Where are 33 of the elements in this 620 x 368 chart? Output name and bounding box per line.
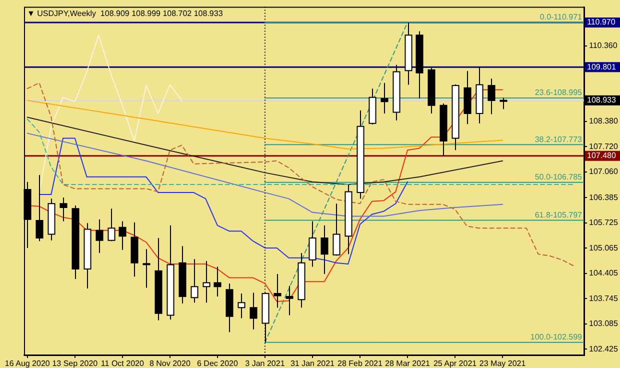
x-tick-label: 23 May 2021 — [479, 359, 526, 368]
ref-line-label: 107.480 — [587, 151, 616, 160]
x-tick-label: 31 Jan 2021 — [290, 359, 336, 368]
x-tick-label: 8 Nov 2020 — [149, 359, 191, 368]
x-tick-label: 25 Apr 2021 — [433, 359, 478, 368]
annotation: 38.2-107.773 — [534, 134, 583, 144]
ref-line-label: 109.801 — [587, 62, 616, 72]
y-tick-label: 103.085 — [589, 319, 618, 328]
y-tick-label: 103.745 — [589, 294, 618, 303]
x-tick-label: 11 Oct 2020 — [100, 359, 144, 368]
y-tick-label: 108.380 — [589, 116, 618, 126]
y-tick-label: 105.065 — [589, 243, 618, 252]
y-tick-label: 102.425 — [589, 344, 618, 354]
x-tick-label: 28 Mar 2021 — [385, 359, 431, 368]
x-tick-label: 3 Jan 2021 — [245, 359, 286, 368]
annotation: 50.0-106.785 — [534, 172, 583, 182]
x-tick-label: 6 Dec 2020 — [196, 359, 238, 368]
annotation: 100.0-102.599 — [530, 332, 583, 342]
annotation: 61.8-105.797 — [534, 210, 583, 220]
y-tick-label: 110.360 — [589, 40, 618, 50]
y-tick-label: 105.725 — [589, 218, 618, 228]
annotation: 23.6-108.995 — [534, 88, 583, 98]
x-tick-label: 16 Aug 2020 — [4, 359, 50, 368]
x-tick-label: 13 Sep 2020 — [52, 359, 98, 368]
chart-title: ▼ USDJPY,Weekly 108.909 108.999 108.702 108.933 — [27, 9, 224, 18]
ref-line-label: 110.970 — [587, 18, 616, 27]
ref-line-label: 108.933 — [587, 96, 616, 105]
y-tick-label: 106.385 — [589, 192, 618, 202]
y-tick-label: 107.060 — [589, 167, 618, 176]
x-tick-label: 28 Feb 2021 — [338, 359, 384, 368]
y-tick-label: 104.405 — [589, 268, 618, 278]
annotation: 0.0-110.971 — [540, 12, 583, 22]
y-tick-label: 107.720 — [589, 142, 618, 151]
